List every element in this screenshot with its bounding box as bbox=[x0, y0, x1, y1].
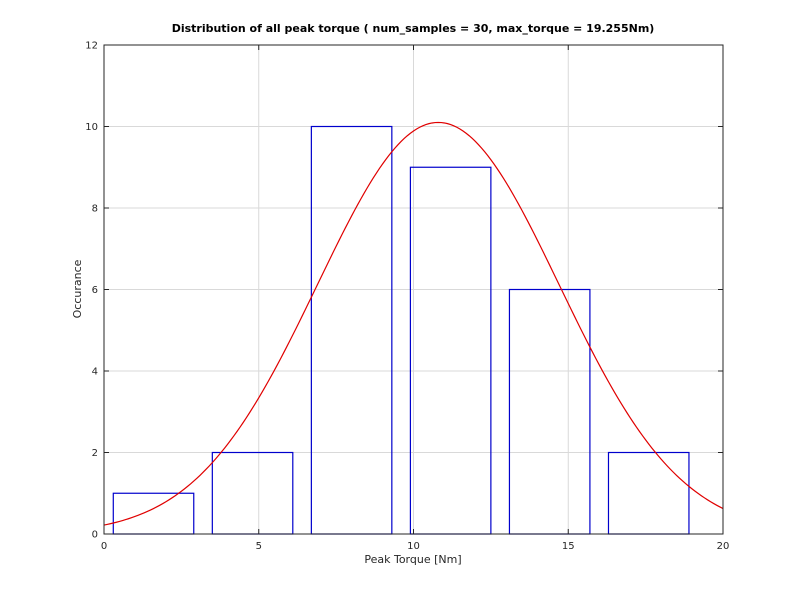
x-tick-label-3: 15 bbox=[562, 541, 575, 552]
grid-lines bbox=[103, 44, 724, 535]
axis-ticks: 0 5 10 15 20 0 2 4 6 8 10 12 bbox=[85, 41, 729, 553]
y-tick-label-3: 6 bbox=[92, 285, 98, 296]
histogram-bar-3 bbox=[409, 166, 492, 535]
y-tick-label-0: 0 bbox=[92, 530, 98, 541]
y-tick-label-6: 12 bbox=[85, 41, 98, 52]
chart-title: Distribution of all peak torque ( num_sa… bbox=[172, 22, 655, 35]
y-tick-label-4: 8 bbox=[92, 204, 98, 215]
x-tick-label-0: 0 bbox=[101, 541, 107, 552]
histogram-bar-5 bbox=[607, 451, 690, 535]
y-tick-label-1: 2 bbox=[92, 448, 98, 459]
x-tick-label-2: 10 bbox=[407, 541, 420, 552]
y-axis-label: Occurance bbox=[71, 259, 84, 318]
x-axis-label: Peak Torque [Nm] bbox=[364, 553, 461, 566]
histogram-bar-1 bbox=[211, 451, 294, 535]
normal-fit-curve bbox=[103, 121, 724, 526]
histogram-bar-0 bbox=[112, 492, 195, 535]
histogram-bar-4 bbox=[508, 288, 591, 535]
x-tick-label-4: 20 bbox=[717, 541, 730, 552]
x-tick-label-1: 5 bbox=[256, 541, 262, 552]
histogram-bars bbox=[112, 125, 690, 535]
histogram-bar-2 bbox=[310, 125, 393, 535]
y-tick-label-5: 10 bbox=[85, 122, 98, 133]
y-tick-label-2: 4 bbox=[92, 367, 98, 378]
